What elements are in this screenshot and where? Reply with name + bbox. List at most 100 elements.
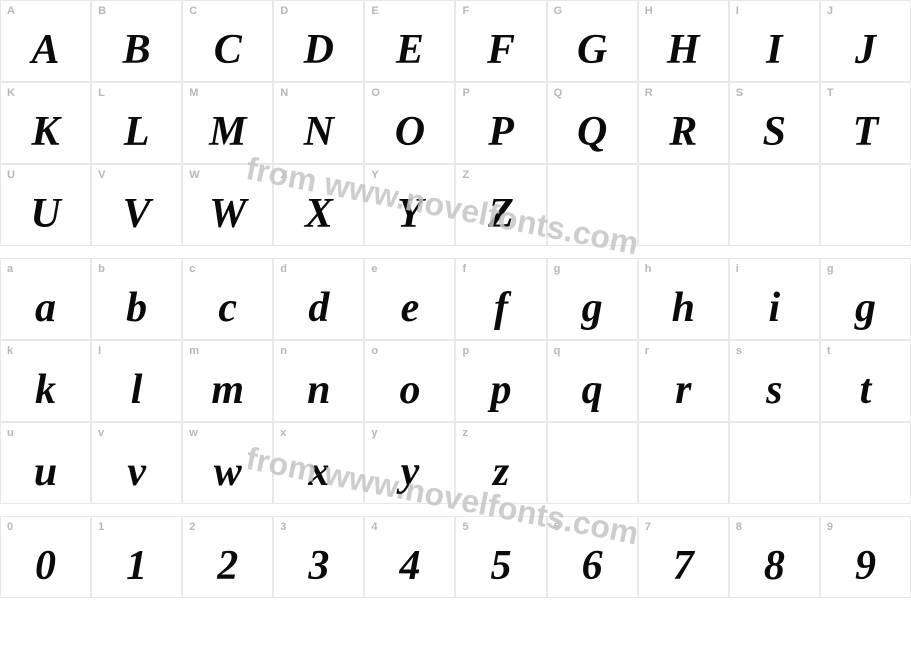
glyph-cell: uu (0, 422, 91, 504)
glyph: J (821, 29, 910, 71)
cell-label: h (645, 263, 652, 275)
glyph-cell: 66 (547, 516, 638, 598)
cell-label: g (554, 263, 561, 275)
glyph: E (365, 29, 454, 71)
cell-label: e (371, 263, 377, 275)
glyph: 5 (456, 545, 545, 587)
cell-label: D (280, 5, 288, 17)
cell-label: 0 (7, 521, 13, 533)
cell-label: O (371, 87, 380, 99)
cell-label: u (7, 427, 14, 439)
glyph-cell: QQ (547, 82, 638, 164)
glyph-cell: ww (182, 422, 273, 504)
cell-label: l (98, 345, 101, 357)
glyph: 4 (365, 545, 454, 587)
cell-label: c (189, 263, 195, 275)
cell-label: 2 (189, 521, 195, 533)
cell-label: w (189, 427, 198, 439)
glyph: O (365, 111, 454, 153)
glyph-cell: PP (455, 82, 546, 164)
glyph-cell: HH (638, 0, 729, 82)
cell-label: G (554, 5, 563, 17)
cell-label: H (645, 5, 653, 17)
glyph: w (183, 451, 272, 493)
glyph-cell: WW (182, 164, 273, 246)
cell-label: t (827, 345, 831, 357)
glyph: S (730, 111, 819, 153)
section-spacer (0, 504, 911, 516)
cell-label: i (736, 263, 739, 275)
glyph-cell (547, 422, 638, 504)
cell-label: V (98, 169, 105, 181)
glyph: z (456, 451, 545, 493)
cell-label: k (7, 345, 13, 357)
cell-label: I (736, 5, 739, 17)
cell-label: K (7, 87, 15, 99)
glyph: G (548, 29, 637, 71)
glyph-cell (638, 422, 729, 504)
glyph: l (92, 369, 181, 411)
glyph-cell: 44 (364, 516, 455, 598)
glyph: m (183, 369, 272, 411)
cell-label: d (280, 263, 287, 275)
cell-label: r (645, 345, 649, 357)
glyph-cell (820, 422, 911, 504)
glyph-cell: TT (820, 82, 911, 164)
glyph: Y (365, 193, 454, 235)
cell-label: s (736, 345, 742, 357)
glyph: K (1, 111, 90, 153)
glyph-cell: aa (0, 258, 91, 340)
cell-label: 4 (371, 521, 377, 533)
glyph: B (92, 29, 181, 71)
glyph-cell: ll (91, 340, 182, 422)
glyph-cell (547, 164, 638, 246)
glyph: P (456, 111, 545, 153)
glyph-cell: zz (455, 422, 546, 504)
glyph: v (92, 451, 181, 493)
glyph-cell: 88 (729, 516, 820, 598)
cell-label: x (280, 427, 286, 439)
glyph: 9 (821, 545, 910, 587)
glyph-cell: RR (638, 82, 729, 164)
cell-label: C (189, 5, 197, 17)
glyph: F (456, 29, 545, 71)
cell-label: X (280, 169, 287, 181)
glyph-cell: NN (273, 82, 364, 164)
glyph-cell: FF (455, 0, 546, 82)
cell-label: B (98, 5, 106, 17)
glyph: Z (456, 193, 545, 235)
font-character-map: AABBCCDDEEFFGGHHIIJJKKLLMMNNOOPPQQRRSSTT… (0, 0, 911, 598)
glyph-cell: 77 (638, 516, 729, 598)
cell-label: 6 (554, 521, 560, 533)
glyph: n (274, 369, 363, 411)
cell-label: y (371, 427, 377, 439)
cell-label: 5 (462, 521, 468, 533)
glyph: k (1, 369, 90, 411)
glyph-cell: JJ (820, 0, 911, 82)
glyph-cell: 22 (182, 516, 273, 598)
cell-label: 8 (736, 521, 742, 533)
glyph: t (821, 369, 910, 411)
glyph: i (730, 287, 819, 329)
glyph-cell: 99 (820, 516, 911, 598)
glyph: V (92, 193, 181, 235)
glyph-section-uppercase: AABBCCDDEEFFGGHHIIJJKKLLMMNNOOPPQQRRSSTT… (0, 0, 911, 246)
glyph: N (274, 111, 363, 153)
glyph-section-digits: 00112233445566778899 (0, 516, 911, 598)
glyph: I (730, 29, 819, 71)
cell-label: W (189, 169, 199, 181)
glyph-cell: kk (0, 340, 91, 422)
cell-label: R (645, 87, 653, 99)
glyph-cell: cc (182, 258, 273, 340)
glyph-cell: ff (455, 258, 546, 340)
glyph: U (1, 193, 90, 235)
glyph: p (456, 369, 545, 411)
glyph-cell: YY (364, 164, 455, 246)
glyph-cell: II (729, 0, 820, 82)
glyph-cell: mm (182, 340, 273, 422)
glyph-cell: CC (182, 0, 273, 82)
glyph: 7 (639, 545, 728, 587)
section-spacer (0, 246, 911, 258)
glyph: H (639, 29, 728, 71)
glyph: 8 (730, 545, 819, 587)
